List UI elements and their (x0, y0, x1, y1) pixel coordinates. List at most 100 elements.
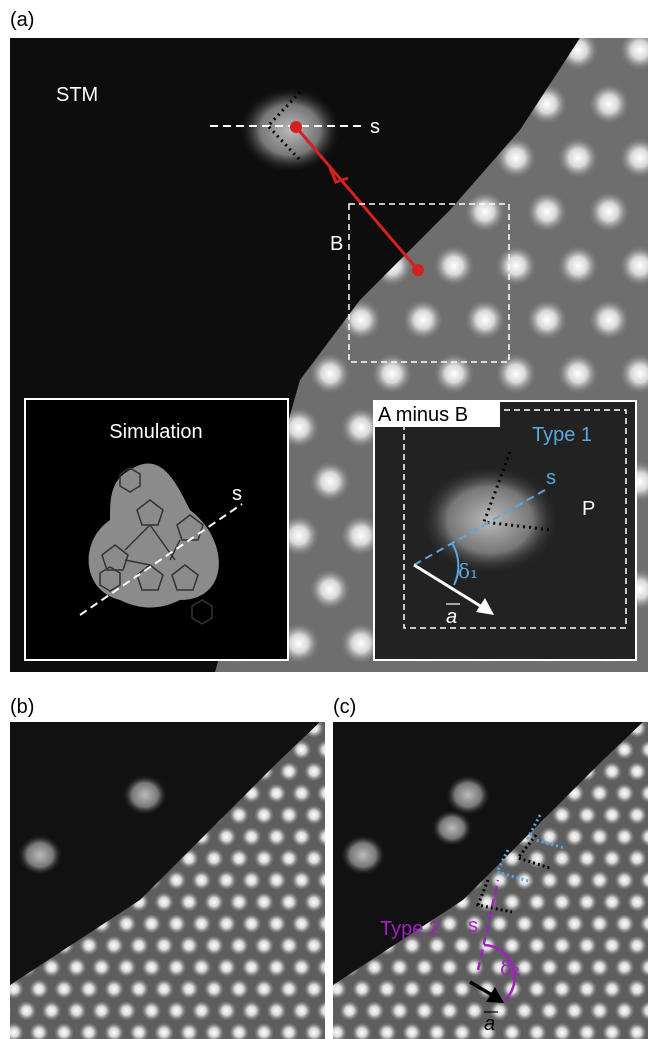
lattice-dot (192, 914, 212, 934)
lattice-dot (527, 979, 547, 999)
lattice-dot (217, 870, 237, 890)
lattice-dot (540, 957, 560, 977)
lattice-dot (390, 957, 410, 977)
lattice-dot (540, 914, 560, 934)
lattice-dot (42, 1001, 62, 1021)
lattice-dot (292, 957, 312, 977)
lattice-dot (242, 914, 262, 934)
lattice-dot (515, 1001, 535, 1021)
lattice-dot (179, 936, 199, 956)
lattice-dot (104, 979, 124, 999)
lattice-dot (590, 783, 610, 803)
lattice-dot (590, 870, 610, 890)
lattice-dot (0, 0, 9, 16)
point (412, 264, 424, 276)
label: Type 2 (380, 918, 440, 940)
lattice-dot (465, 0, 505, 16)
lattice-dot (403, 0, 443, 16)
lattice-dot (615, 696, 635, 716)
panel-label: (a) (10, 9, 34, 31)
lattice-dot (0, 515, 9, 555)
lattice-dot (254, 936, 274, 956)
lattice-dot (54, 675, 74, 695)
lattice-dot (452, 675, 472, 695)
lattice-dot (304, 762, 324, 782)
label: s (232, 483, 242, 505)
lattice-dot (254, 849, 274, 869)
lattice-dot (0, 1001, 12, 1021)
lattice-dot (229, 849, 249, 869)
lattice-dot (167, 914, 187, 934)
lattice-dot (565, 957, 585, 977)
lattice-dot (167, 1001, 187, 1021)
label: s (546, 467, 556, 489)
lattice-dot (352, 979, 372, 999)
lattice-dot (154, 675, 174, 695)
lattice-dot (440, 957, 460, 977)
lattice-dot (124, 677, 164, 717)
lattice-dot (434, 677, 474, 717)
lattice-dot (540, 870, 560, 890)
lattice-dot (390, 1001, 410, 1021)
lattice-dot (490, 870, 510, 890)
lattice-dot (142, 914, 162, 934)
lattice-dot (627, 979, 647, 999)
lattice-dot (267, 783, 287, 803)
lattice-dot (372, 677, 412, 717)
lattice-dot (477, 675, 497, 695)
lattice-dot (552, 892, 572, 912)
lattice-dot (427, 675, 447, 695)
lattice-dot (267, 957, 287, 977)
lattice-dot (552, 936, 572, 956)
lattice-dot (527, 936, 547, 956)
lattice-dot (204, 936, 224, 956)
lattice-dot (279, 0, 319, 16)
lattice-dot (527, 300, 567, 340)
lattice-dot (104, 936, 124, 956)
lattice-dot (192, 696, 212, 716)
lattice-dot (552, 979, 572, 999)
lattice-dot (267, 1001, 287, 1021)
lattice-dot (577, 979, 597, 999)
lattice-dot (93, 0, 133, 16)
lattice-dot (186, 677, 226, 717)
lattice-dot (434, 246, 474, 286)
lattice-dot (502, 892, 522, 912)
lattice-dot (129, 675, 149, 695)
lattice-dot (242, 1001, 262, 1021)
lattice-dot (377, 675, 397, 695)
lattice-dot (341, 0, 381, 16)
lattice-dot (440, 914, 460, 934)
lattice-dot (279, 936, 299, 956)
lattice-dot (627, 892, 647, 912)
lattice-dot (155, 0, 195, 16)
lattice-dot (54, 979, 74, 999)
lattice-dot (465, 192, 505, 232)
panel-label: (c) (333, 696, 356, 718)
lattice-dot (565, 696, 585, 716)
lattice-dot (292, 1001, 312, 1021)
lattice-dot (0, 740, 12, 760)
molecule (420, 465, 560, 575)
lattice-dot (0, 408, 9, 448)
lattice-dot (452, 936, 472, 956)
lattice-dot (372, 354, 412, 394)
lattice-dot (590, 957, 610, 977)
lattice-dot (415, 957, 435, 977)
lattice-dot (527, 192, 567, 232)
lattice-dot (217, 696, 237, 716)
lattice-dot (67, 696, 87, 716)
lattice-dot (452, 979, 472, 999)
lattice-dot (627, 849, 647, 869)
lattice-dot (327, 675, 347, 695)
lattice-dot (92, 1001, 112, 1021)
lattice-dot (615, 783, 635, 803)
lattice-dot (204, 675, 224, 695)
lattice-dot (615, 957, 635, 977)
lattice-dot (0, 870, 12, 890)
lattice-dot (117, 1001, 137, 1021)
lattice-dot (142, 696, 162, 716)
lattice-dot (365, 696, 385, 716)
lattice-dot (615, 870, 635, 890)
panel-label: (b) (10, 696, 34, 718)
